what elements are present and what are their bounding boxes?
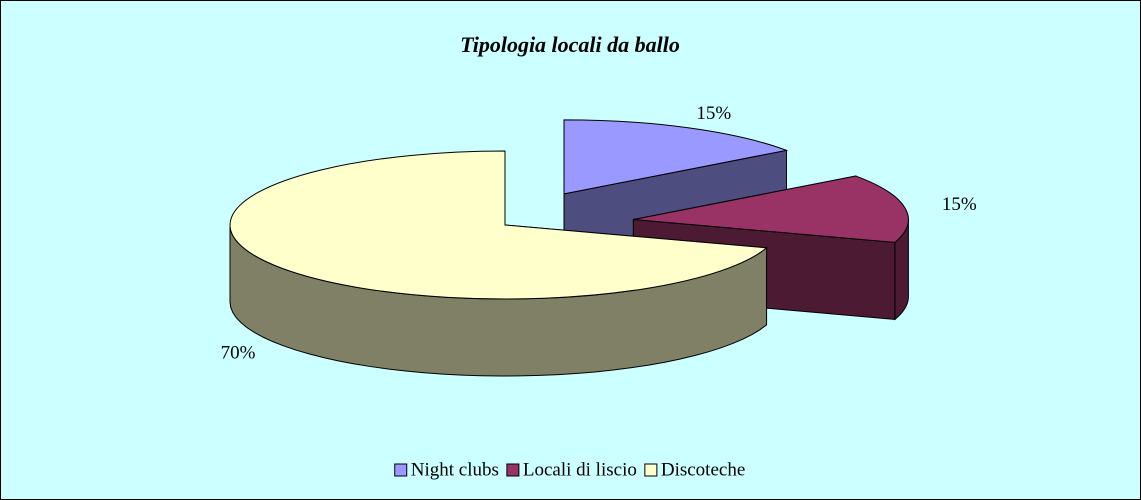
slice-top bbox=[229, 150, 768, 300]
data-label: 15% bbox=[942, 194, 977, 215]
legend-swatch bbox=[394, 463, 408, 477]
slice-top bbox=[633, 175, 909, 243]
chart-title: Tipologia locali da ballo bbox=[460, 32, 680, 57]
legend-label: Night clubs bbox=[411, 459, 499, 480]
data-label: 70% bbox=[221, 343, 256, 364]
pie-slice bbox=[229, 150, 768, 377]
data-label: 15% bbox=[696, 103, 731, 124]
legend-swatch bbox=[506, 463, 520, 477]
legend-label: Discoteche bbox=[661, 459, 745, 480]
slice-top bbox=[563, 119, 789, 195]
legend-swatch bbox=[644, 463, 658, 477]
legend-label: Locali di liscio bbox=[523, 459, 637, 480]
